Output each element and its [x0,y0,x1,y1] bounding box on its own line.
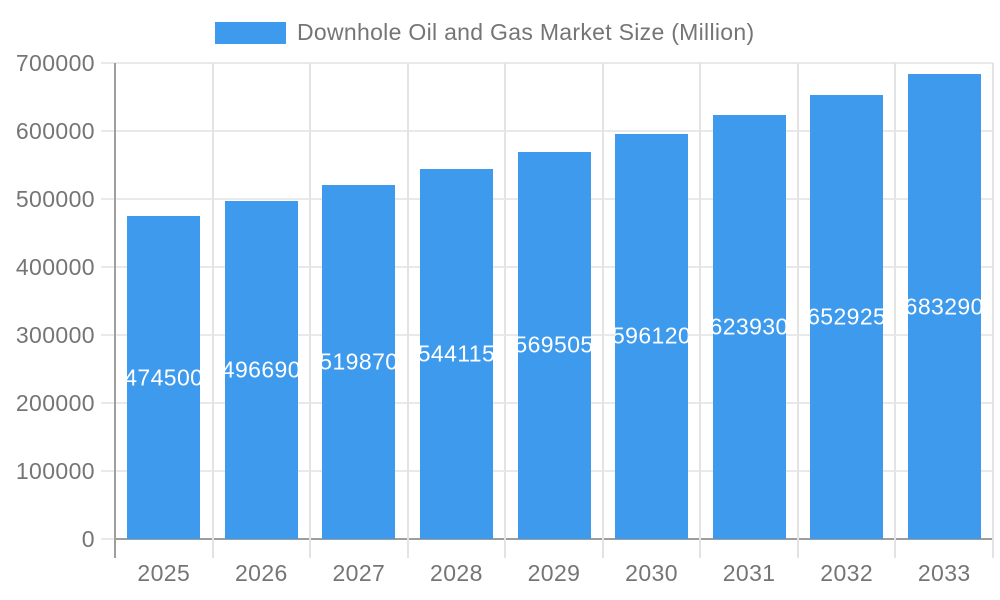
bar-value-label: 652925 [810,303,884,330]
v-gridline [211,63,214,558]
y-tick-label: 400000 [15,254,95,280]
v-gridline [699,63,702,558]
h-gridline [101,62,993,64]
x-tick-label-2029: 2029 [527,560,581,586]
y-axis-line [114,63,116,558]
bar-2025[interactable]: 474500 [127,216,201,539]
v-gridline [796,63,799,558]
x-tick-label-2031: 2031 [722,560,776,586]
bar-value-label: 596120 [615,322,689,349]
x-tick-label-2025: 2025 [137,560,191,586]
h-gridline [101,130,993,132]
x-axis-baseline [115,538,993,540]
x-tick-label-2028: 2028 [430,560,483,586]
bar-value-label: 519870 [322,348,396,375]
x-tick-label-2032: 2032 [820,560,874,586]
y-tick-label: 300000 [15,322,95,348]
legend[interactable]: Downhole Oil and Gas Market Size (Millio… [215,19,754,46]
bar-2027[interactable]: 519870 [322,185,396,539]
x-tick-label-2033: 2033 [917,560,971,586]
y-tick-label: 200000 [15,390,95,416]
legend-label: Downhole Oil and Gas Market Size (Millio… [297,19,755,45]
v-gridline [309,63,312,558]
legend-swatch[interactable] [215,21,286,44]
bar-2029[interactable]: 569505 [517,151,591,539]
v-gridline [992,63,994,558]
x-tick-label-2030: 2030 [625,560,678,586]
y-tick-label: 0 [81,526,95,552]
y-tick-label: 500000 [15,186,95,212]
bar-value-label: 569505 [517,331,591,358]
bar-2030[interactable]: 596120 [615,133,689,539]
bar-2032[interactable]: 652925 [810,95,884,539]
bar-value-label: 474500 [127,364,201,391]
v-gridline [406,63,409,558]
y-tick-label: 700000 [15,50,95,76]
bar-value-label: 623930 [712,313,786,340]
x-tick-label-2026: 2026 [234,560,288,586]
y-tick-label: 100000 [15,458,95,484]
bar-2033[interactable]: 683290 [907,74,981,539]
y-tick-mark [101,538,115,540]
bar-value-label: 496690 [224,356,298,383]
x-tick-label-2027: 2027 [332,560,386,586]
bar-value-label: 544115 [419,340,493,367]
bar-2031[interactable]: 623930 [712,114,786,539]
bar-2026[interactable]: 496690 [224,201,298,539]
bar-2028[interactable]: 544115 [419,169,493,539]
v-gridline [601,63,604,558]
v-gridline [894,63,897,558]
y-tick-label: 600000 [15,118,95,144]
bar-value-label: 683290 [907,293,981,320]
v-gridline [504,63,507,558]
